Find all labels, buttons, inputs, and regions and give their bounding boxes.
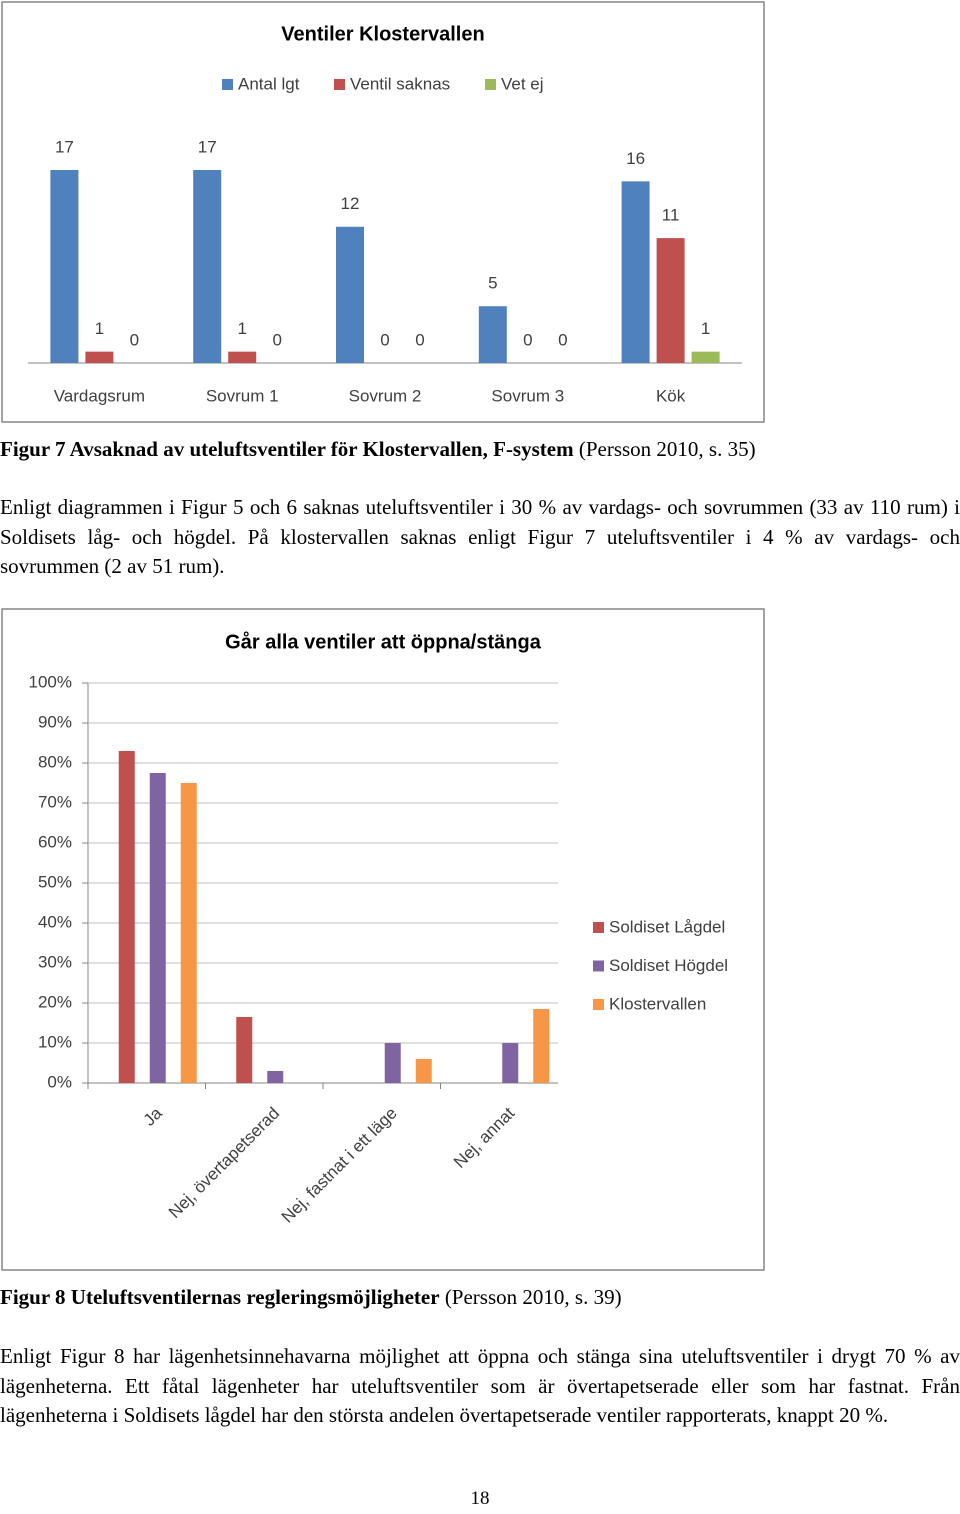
chart-frame xyxy=(1,608,765,1271)
data-label: 1 xyxy=(237,319,246,338)
bar xyxy=(415,1059,432,1083)
bar xyxy=(180,783,197,1083)
bar xyxy=(533,1009,550,1083)
legend-swatch xyxy=(593,922,604,933)
bar xyxy=(502,1043,519,1083)
charts: Ventiler Klostervallen Vardagsrum 17 1 0 Sovr… xyxy=(1,1,765,1271)
y-tick-label: 40% xyxy=(38,912,72,931)
x-tick-label: Sovrum 2 xyxy=(349,386,422,405)
data-label: 16 xyxy=(626,149,645,168)
bar xyxy=(384,1043,401,1083)
y-tick-label: 10% xyxy=(38,1032,72,1051)
x-tick-label: Vardagsrum xyxy=(54,386,145,405)
caption-bold: Figur 8 Uteluftsventilernas regleringsmö… xyxy=(0,1285,440,1309)
bar xyxy=(621,181,650,363)
caption-source: (Persson 2010, s. 35) xyxy=(578,437,756,461)
bar xyxy=(193,170,222,363)
caption-bold: Figur 7 Avsaknad av uteluftsventiler för… xyxy=(0,437,574,461)
legend-swatch xyxy=(334,79,345,90)
legend-label: Soldiset Lågdel xyxy=(609,917,725,936)
data-label: 12 xyxy=(341,194,360,213)
data-label: 0 xyxy=(272,330,281,349)
y-tick-label: 90% xyxy=(38,712,72,731)
data-label: 1 xyxy=(701,319,710,338)
x-tick-label: Sovrum 3 xyxy=(491,386,564,405)
x-tick-label: Sovrum 1 xyxy=(206,386,279,405)
legend-swatch xyxy=(222,79,233,90)
y-tick-label: 80% xyxy=(38,752,72,771)
data-label: 17 xyxy=(55,137,74,156)
bar xyxy=(656,238,685,363)
bar xyxy=(228,351,257,363)
y-tick-label: 30% xyxy=(38,952,72,971)
data-label: 11 xyxy=(662,206,680,225)
legend-label: Antal lgt xyxy=(238,74,300,93)
data-label: 0 xyxy=(130,330,139,349)
page-number: 18 xyxy=(470,1488,490,1509)
data-label: 0 xyxy=(415,330,424,349)
data-label: 0 xyxy=(380,330,389,349)
paragraph: Enligt Figur 8 har lägenhetsinnehavarna … xyxy=(0,1344,960,1427)
y-tick-label: 50% xyxy=(38,872,72,891)
data-label: 5 xyxy=(488,274,497,293)
caption: Figur 8 Uteluftsventilernas regleringsmö… xyxy=(0,1283,960,1313)
bar xyxy=(267,1071,284,1083)
bar xyxy=(691,351,720,363)
y-tick-label: 0% xyxy=(47,1072,72,1091)
bar xyxy=(85,351,114,363)
legend-label: Vet ej xyxy=(501,74,544,93)
paragraph: Enligt diagrammen i Figur 5 och 6 saknas… xyxy=(0,495,960,578)
legend-label: Klostervallen xyxy=(609,994,706,1013)
data-label: 1 xyxy=(95,319,104,338)
chart-title: Går alla ventiler att öppna/stänga xyxy=(225,630,542,653)
y-tick-label: 100% xyxy=(29,672,72,691)
data-label: 17 xyxy=(198,137,217,156)
chart-frame xyxy=(1,1,765,423)
bar xyxy=(478,306,507,363)
chart-title: Ventiler Klostervallen xyxy=(281,23,484,45)
bar xyxy=(118,751,135,1083)
legend-label: Soldiset Högdel xyxy=(609,956,728,975)
data-label: 0 xyxy=(558,330,567,349)
legend-swatch xyxy=(593,960,604,972)
y-tick-label: 20% xyxy=(38,992,72,1011)
y-tick-label: 70% xyxy=(38,792,72,811)
bar xyxy=(50,170,79,363)
data-label: 0 xyxy=(523,330,532,349)
bar xyxy=(236,1017,253,1083)
bar xyxy=(149,773,166,1083)
x-tick-label: Kök xyxy=(656,386,686,405)
y-tick-label: 60% xyxy=(38,832,72,851)
legend-swatch xyxy=(485,79,496,90)
caption: Figur 7 Avsaknad av uteluftsventiler för… xyxy=(0,435,960,465)
legend-label: Ventil saknas xyxy=(350,74,450,93)
caption-source: (Persson 2010, s. 39) xyxy=(444,1285,622,1309)
bar xyxy=(336,226,364,363)
legend-swatch xyxy=(593,999,604,1010)
